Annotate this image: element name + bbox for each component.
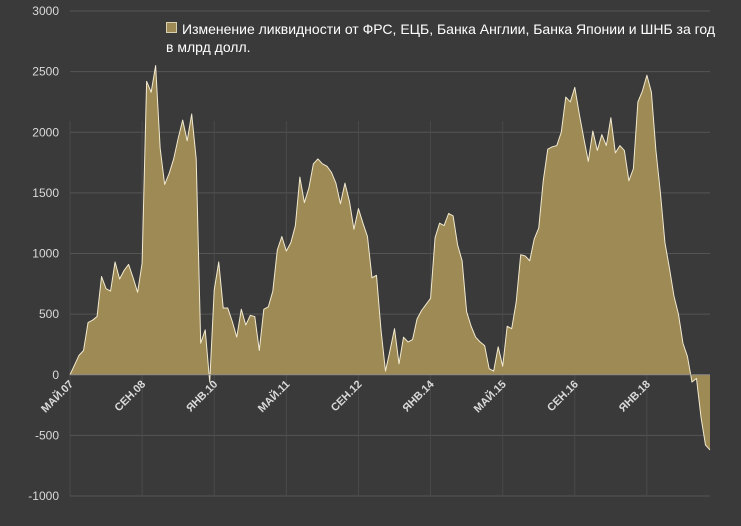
x-tick-label: ЯНВ.10 xyxy=(184,378,220,414)
y-tick-label: 2000 xyxy=(32,125,59,139)
legend-swatch xyxy=(166,22,177,33)
x-tick-label: СЕН.12 xyxy=(329,378,365,414)
series-area xyxy=(70,65,710,450)
plot-area xyxy=(69,65,711,451)
y-tick-label: -500 xyxy=(35,428,59,442)
x-tick-label: ЯНВ.14 xyxy=(401,378,438,415)
y-tick-label: -1000 xyxy=(28,489,59,503)
legend: Изменение ликвидности от ФРС, ЕЦБ, Банка… xyxy=(166,20,726,56)
y-tick-label: 2500 xyxy=(32,65,59,79)
x-tick-label: МАЙ.11 xyxy=(255,378,292,415)
y-axis-labels: 3000 2500 2000 1500 1000 500 0 -500 -1000 xyxy=(28,4,59,503)
y-tick-label: 0 xyxy=(52,368,59,382)
x-tick-label: СЕН.16 xyxy=(545,378,581,414)
y-tick-label: 3000 xyxy=(32,4,59,18)
x-axis-labels: МАЙ.07 СЕН.08 ЯНВ.10 МАЙ.11 СЕН.12 ЯНВ.14 МАЙ.… xyxy=(38,378,653,416)
y-tick-label: 1500 xyxy=(32,186,59,200)
x-tick-label: СЕН.08 xyxy=(113,378,149,414)
series-line xyxy=(69,65,711,451)
y-tick-label: 1000 xyxy=(32,247,59,261)
x-tick-label: ЯНВ.18 xyxy=(617,378,653,414)
y-tick-label: 500 xyxy=(39,307,59,321)
legend-label: Изменение ликвидности от ФРС, ЕЦБ, Банка… xyxy=(166,21,716,55)
